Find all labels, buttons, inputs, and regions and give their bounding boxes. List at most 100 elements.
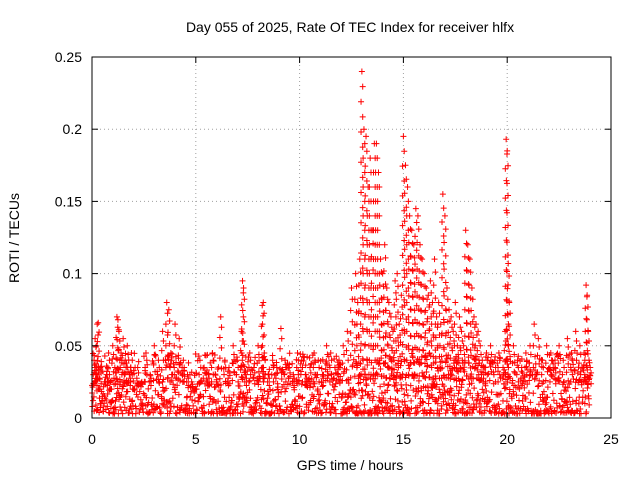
- data-point: [121, 404, 128, 411]
- data-point: [452, 402, 459, 409]
- data-point: [106, 409, 113, 416]
- data-point: [564, 384, 571, 391]
- data-point: [459, 337, 466, 344]
- data-point: [362, 282, 369, 289]
- data-point: [358, 128, 365, 135]
- data-point: [380, 267, 387, 274]
- data-point: [389, 366, 396, 373]
- data-point: [478, 351, 485, 358]
- data-point: [451, 392, 458, 399]
- data-point: [447, 371, 454, 378]
- data-point: [503, 326, 510, 333]
- data-point: [455, 355, 462, 362]
- data-point: [125, 351, 132, 358]
- data-point: [345, 380, 352, 387]
- data-point: [487, 363, 494, 370]
- data-point: [345, 337, 352, 344]
- data-point: [495, 378, 502, 385]
- data-point: [379, 270, 386, 277]
- data-point: [405, 292, 412, 299]
- data-point: [358, 159, 365, 166]
- data-point: [375, 169, 382, 176]
- data-point: [361, 366, 368, 373]
- data-point: [509, 408, 516, 415]
- data-point: [468, 307, 475, 314]
- y-tick-label: 0.05: [55, 338, 82, 354]
- data-point: [359, 144, 366, 151]
- data-point: [445, 352, 452, 359]
- data-point: [550, 360, 557, 367]
- data-point: [573, 397, 580, 404]
- data-point: [513, 371, 520, 378]
- data-point: [391, 325, 398, 332]
- data-point: [215, 398, 222, 405]
- x-tick-label: 20: [499, 431, 515, 447]
- data-point: [488, 389, 495, 396]
- data-point: [447, 355, 454, 362]
- data-point: [527, 399, 534, 406]
- data-point: [419, 369, 426, 376]
- data-point: [358, 249, 365, 256]
- data-point: [374, 371, 381, 378]
- data-point: [505, 260, 512, 267]
- data-point: [98, 369, 105, 376]
- data-point: [439, 219, 446, 226]
- data-point: [130, 378, 137, 385]
- data-point: [210, 371, 217, 378]
- data-point: [117, 378, 124, 385]
- data-point: [294, 350, 301, 357]
- data-point: [423, 285, 430, 292]
- data-point: [150, 409, 157, 416]
- data-point: [206, 375, 213, 382]
- data-point: [575, 400, 582, 407]
- data-point: [401, 207, 408, 214]
- data-point: [502, 376, 509, 383]
- data-point: [175, 369, 182, 376]
- data-point: [474, 366, 481, 373]
- data-point: [166, 340, 173, 347]
- data-point: [366, 241, 373, 248]
- data-point: [133, 375, 140, 382]
- data-point: [500, 380, 507, 387]
- data-point: [217, 381, 224, 388]
- data-point: [358, 219, 365, 226]
- data-point: [310, 364, 317, 371]
- data-point: [404, 392, 411, 399]
- data-point: [289, 401, 296, 408]
- data-point: [442, 226, 449, 233]
- data-point: [362, 222, 369, 229]
- data-point: [544, 351, 551, 358]
- data-point: [520, 372, 527, 379]
- data-point: [409, 240, 416, 247]
- data-point: [551, 364, 558, 371]
- data-point: [251, 369, 258, 376]
- data-point: [518, 355, 525, 362]
- data-point: [583, 282, 590, 289]
- data-point: [539, 357, 546, 364]
- data-point: [508, 395, 515, 402]
- data-point: [172, 409, 179, 416]
- data-point: [398, 292, 405, 299]
- data-point: [187, 383, 194, 390]
- data-point: [382, 254, 389, 261]
- data-point: [563, 369, 570, 376]
- data-point: [317, 391, 324, 398]
- data-point: [403, 176, 410, 183]
- data-point: [124, 342, 131, 349]
- data-point: [553, 409, 560, 416]
- data-point: [250, 364, 257, 371]
- data-point: [92, 335, 99, 342]
- data-point: [470, 355, 477, 362]
- data-point: [503, 207, 510, 214]
- data-point: [220, 404, 227, 411]
- data-point: [407, 306, 414, 313]
- data-point: [551, 408, 558, 415]
- data-point: [234, 409, 241, 416]
- data-point: [580, 364, 587, 371]
- data-point: [319, 356, 326, 363]
- data-point: [94, 338, 101, 345]
- data-point: [477, 403, 484, 410]
- data-point: [358, 310, 365, 317]
- data-point: [403, 204, 410, 211]
- data-point: [441, 346, 448, 353]
